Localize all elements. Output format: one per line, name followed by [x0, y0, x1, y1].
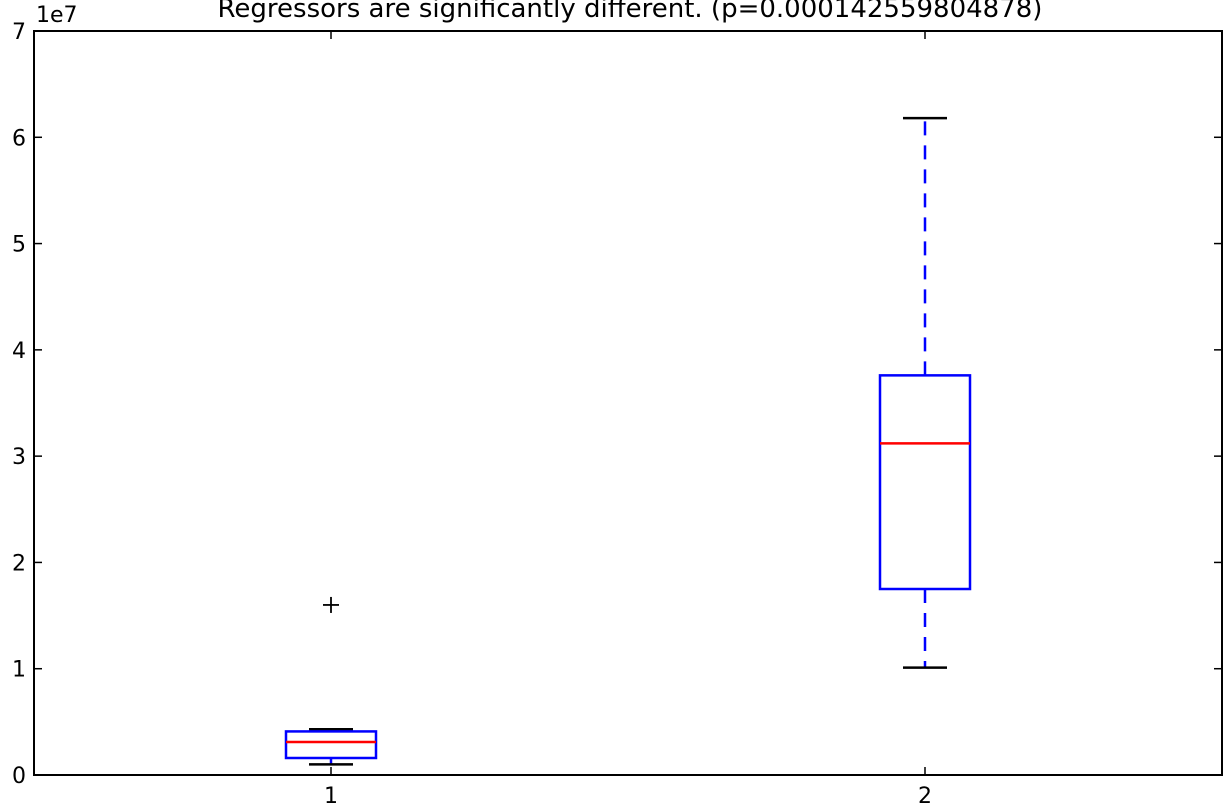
x-tick-label-0: 1 [324, 784, 338, 809]
tick-marks [34, 30, 1222, 776]
x-tick-label-1: 2 [918, 784, 932, 809]
outlier-1-1 [323, 596, 339, 613]
y-tick-label-6: 6 [12, 126, 26, 151]
chart-title: Regressors are significantly different. … [218, 0, 1043, 24]
plot-area [284, 116, 972, 766]
box-1 [284, 730, 378, 760]
y-tick-label-5: 5 [12, 233, 26, 258]
y-tick-label-3: 3 [12, 445, 26, 470]
tick-labels: 0 1 2 3 4 5 6 7 1 2 [12, 20, 932, 809]
y-axis-offset-label: 1e7 [36, 3, 78, 28]
axes-frame [33, 30, 1223, 776]
box-2 [878, 374, 972, 591]
y-tick-label-2: 2 [12, 551, 26, 576]
y-tick-label-7: 7 [12, 20, 26, 45]
y-tick-label-1: 1 [12, 658, 26, 683]
y-tick-label-4: 4 [12, 339, 26, 364]
y-tick-label-0: 0 [12, 764, 26, 789]
